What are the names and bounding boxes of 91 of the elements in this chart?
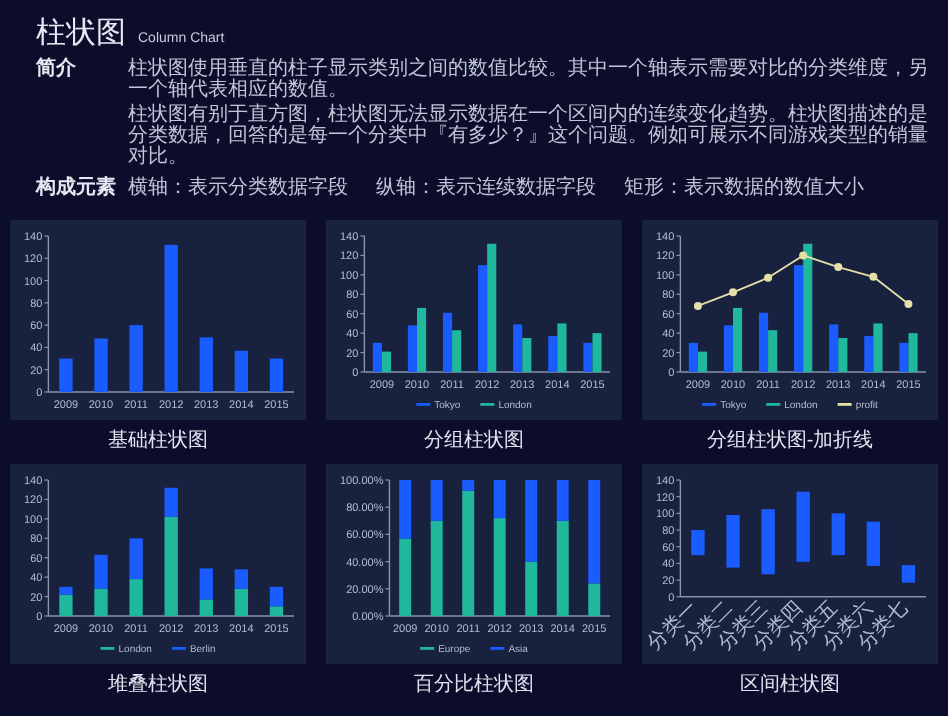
bar	[430, 480, 443, 521]
bar	[768, 330, 778, 372]
text: 柱状图有别于直方图，柱状图无法显示数据在一个区间内的连续变化趋势。柱状图描述的是分类数据，回答的是每一个分类中『有多少？』这个问题。例如可展示不同游戏类型的销量对比。	[128, 102, 928, 168]
bar	[372, 342, 382, 372]
bar	[269, 586, 284, 607]
bar	[487, 243, 497, 372]
text: 分组柱状图-加折线	[706, 428, 874, 452]
point	[729, 288, 738, 297]
point	[869, 272, 878, 281]
bar	[556, 520, 569, 616]
text: 简介	[34, 56, 78, 80]
bar	[462, 490, 475, 616]
bar	[803, 243, 813, 372]
text: 区间柱状图	[740, 672, 840, 696]
text: 柱状图	[36, 16, 126, 50]
bar	[164, 516, 178, 616]
bar	[908, 333, 918, 372]
text: 构成元素	[34, 175, 116, 199]
point	[834, 263, 843, 272]
bar	[899, 342, 909, 372]
bar	[513, 324, 523, 372]
bar	[462, 480, 475, 491]
bar	[59, 594, 73, 616]
bar	[697, 351, 708, 372]
bar	[478, 265, 488, 372]
bar	[94, 588, 108, 616]
bar	[522, 338, 532, 372]
bar	[588, 583, 601, 616]
bar	[866, 521, 881, 566]
bar	[452, 330, 462, 372]
bar	[723, 325, 734, 372]
bar	[399, 480, 412, 539]
bar	[234, 350, 249, 392]
bar	[838, 338, 848, 372]
bar	[430, 520, 443, 616]
point	[799, 251, 808, 260]
bar	[525, 561, 538, 616]
text: 分组柱状图	[424, 428, 524, 452]
bar	[691, 530, 705, 556]
bar	[94, 554, 108, 589]
bar	[761, 509, 775, 575]
bar	[129, 325, 143, 392]
text: 百分比柱状图	[414, 672, 534, 696]
bar	[199, 599, 213, 616]
bar	[381, 351, 392, 372]
text: 纵轴：表示连续数据字段	[376, 175, 596, 199]
bar	[164, 487, 178, 517]
text: 矩形：表示数据的数值大小	[624, 175, 864, 199]
bar	[901, 565, 916, 583]
bar	[164, 244, 178, 392]
bar	[399, 538, 412, 616]
bar	[864, 336, 874, 372]
bar	[129, 538, 143, 580]
bar	[796, 491, 810, 562]
bar	[199, 568, 213, 600]
bar	[417, 307, 427, 372]
bar	[831, 513, 845, 556]
bar	[493, 480, 506, 519]
bar	[269, 358, 284, 392]
point	[904, 300, 913, 308]
bar	[726, 515, 740, 568]
bar	[129, 579, 143, 616]
bar	[758, 312, 769, 372]
bar	[592, 333, 602, 372]
bar	[548, 336, 558, 372]
bar	[557, 323, 567, 372]
bar	[493, 518, 506, 616]
bar	[269, 606, 284, 616]
bar	[829, 324, 839, 372]
bar	[525, 480, 538, 562]
bar	[442, 312, 453, 372]
bar	[688, 342, 698, 372]
bar	[59, 586, 73, 595]
bar	[873, 323, 883, 372]
bar	[94, 338, 108, 392]
point	[764, 273, 773, 282]
text: 基础柱状图	[108, 428, 208, 452]
bar	[733, 307, 743, 372]
bar	[407, 325, 418, 372]
text: 堆叠柱状图	[106, 672, 208, 696]
bar	[556, 480, 569, 521]
bar	[583, 342, 593, 372]
bar	[59, 358, 73, 392]
bar	[234, 569, 249, 589]
bar	[794, 265, 804, 372]
text: 横轴：表示分类数据字段	[128, 175, 348, 199]
bar	[234, 588, 249, 616]
text: 柱状图使用垂直的柱子显示类别之间的数值比较。其中一个轴表示需要对比的分类维度，另一个轴代表相应的数值。	[128, 56, 928, 101]
bar	[199, 337, 213, 392]
bar	[588, 480, 601, 584]
point	[693, 301, 702, 310]
